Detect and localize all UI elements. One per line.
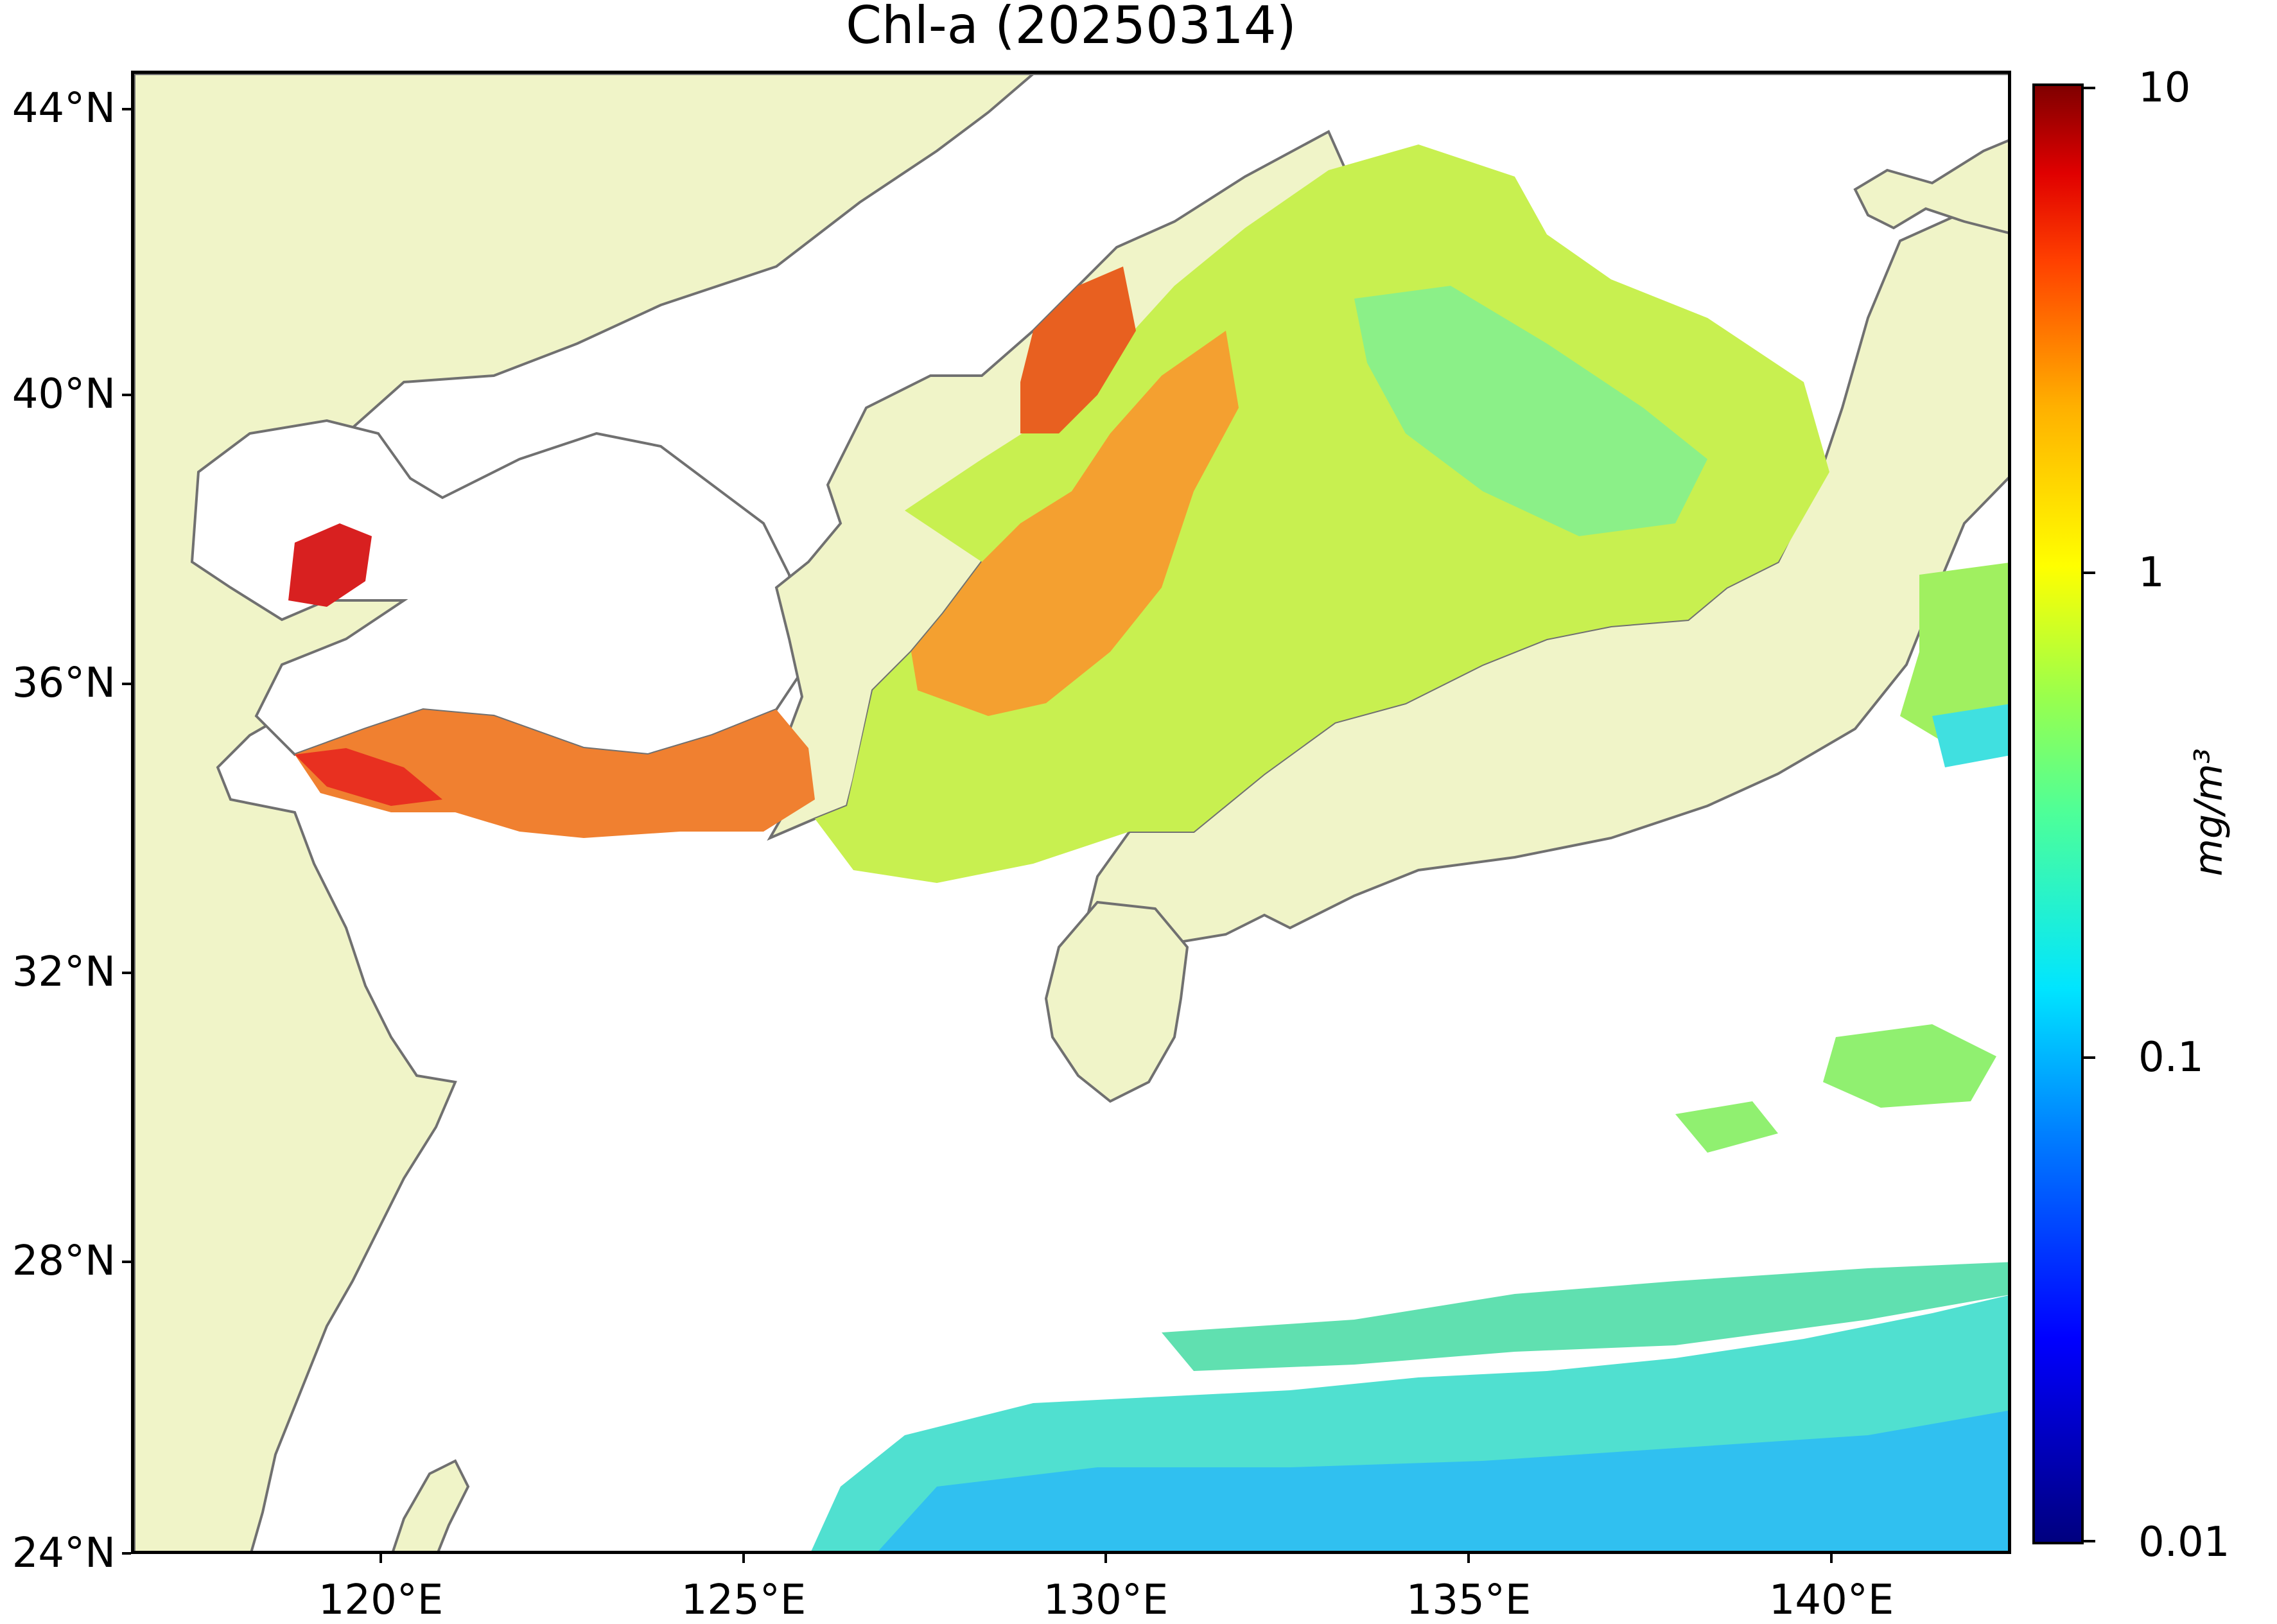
lon-tick-label: 120°E	[318, 1576, 444, 1624]
lat-tick-mark	[122, 683, 131, 685]
chl-mid-pacific-patch	[1823, 1024, 1996, 1108]
lat-tick-mark	[122, 1552, 131, 1555]
chl-yellow-sea-red	[295, 748, 442, 806]
chl-south-band-blue	[878, 1410, 2008, 1551]
colorbar-tick-mark	[2084, 1056, 2095, 1059]
land-taiwan	[392, 1459, 470, 1551]
colorbar-tick-label: 1	[2138, 549, 2165, 597]
chl-mid-pacific-patch-2	[1675, 1101, 1778, 1153]
lon-tick-mark	[742, 1554, 745, 1563]
lon-tick-mark	[1467, 1554, 1470, 1563]
colorbar	[2032, 83, 2084, 1544]
colorbar-tick-mark	[2084, 87, 2095, 89]
lon-tick-label: 135°E	[1406, 1576, 1531, 1624]
chl-pacific-east	[1900, 563, 2008, 755]
map-title: Chl-a (20250314)	[846, 0, 1296, 55]
lat-tick-label: 44°N	[12, 85, 116, 132]
lat-tick-label: 32°N	[12, 948, 116, 996]
lon-tick-label: 125°E	[681, 1576, 807, 1624]
chl-pacific-east-cyan	[1932, 704, 2008, 767]
lon-tick-label: 140°E	[1768, 1576, 1894, 1624]
chl-korea-orange-red	[1020, 266, 1136, 433]
chl-yellow-sea	[295, 710, 815, 838]
chl-sea-of-japan	[815, 144, 1829, 883]
lat-tick-label: 24°N	[12, 1530, 116, 1577]
lat-tick-label: 40°N	[12, 371, 116, 418]
chl-japan-sea-cyan	[1354, 286, 1707, 536]
colorbar-tick-label: 0.1	[2138, 1034, 2204, 1081]
lat-tick-mark	[122, 972, 131, 974]
colorbar-tick-mark	[2084, 1540, 2095, 1542]
bohai-sea	[190, 419, 804, 756]
lat-tick-mark	[122, 1261, 131, 1263]
colorbar-tick-mark	[2084, 572, 2095, 574]
chl-bohai-red	[288, 523, 372, 607]
map-panel	[131, 71, 2011, 1554]
lon-tick-mark	[1830, 1554, 1833, 1563]
land-kyushu	[1044, 900, 1189, 1103]
colorbar-tick-label: 10	[2138, 64, 2191, 112]
lat-tick-label: 36°N	[12, 659, 116, 707]
chl-korea-east-orange	[911, 331, 1239, 716]
lat-tick-label: 28°N	[12, 1237, 116, 1285]
map-canvas	[134, 74, 2008, 1551]
chl-south-upper-patches	[1162, 1262, 2008, 1371]
lat-tick-mark	[122, 394, 131, 396]
cloud-sea-of-japan	[1515, 170, 1804, 331]
lat-tick-mark	[122, 108, 131, 110]
colorbar-unit-label: mg/m³	[2186, 748, 2231, 877]
colorbar-tick-label: 0.01	[2138, 1519, 2230, 1566]
lon-tick-mark	[380, 1554, 382, 1563]
lon-tick-mark	[1104, 1554, 1107, 1563]
land-hokkaido	[1853, 139, 2008, 234]
lon-tick-label: 130°E	[1043, 1576, 1169, 1624]
